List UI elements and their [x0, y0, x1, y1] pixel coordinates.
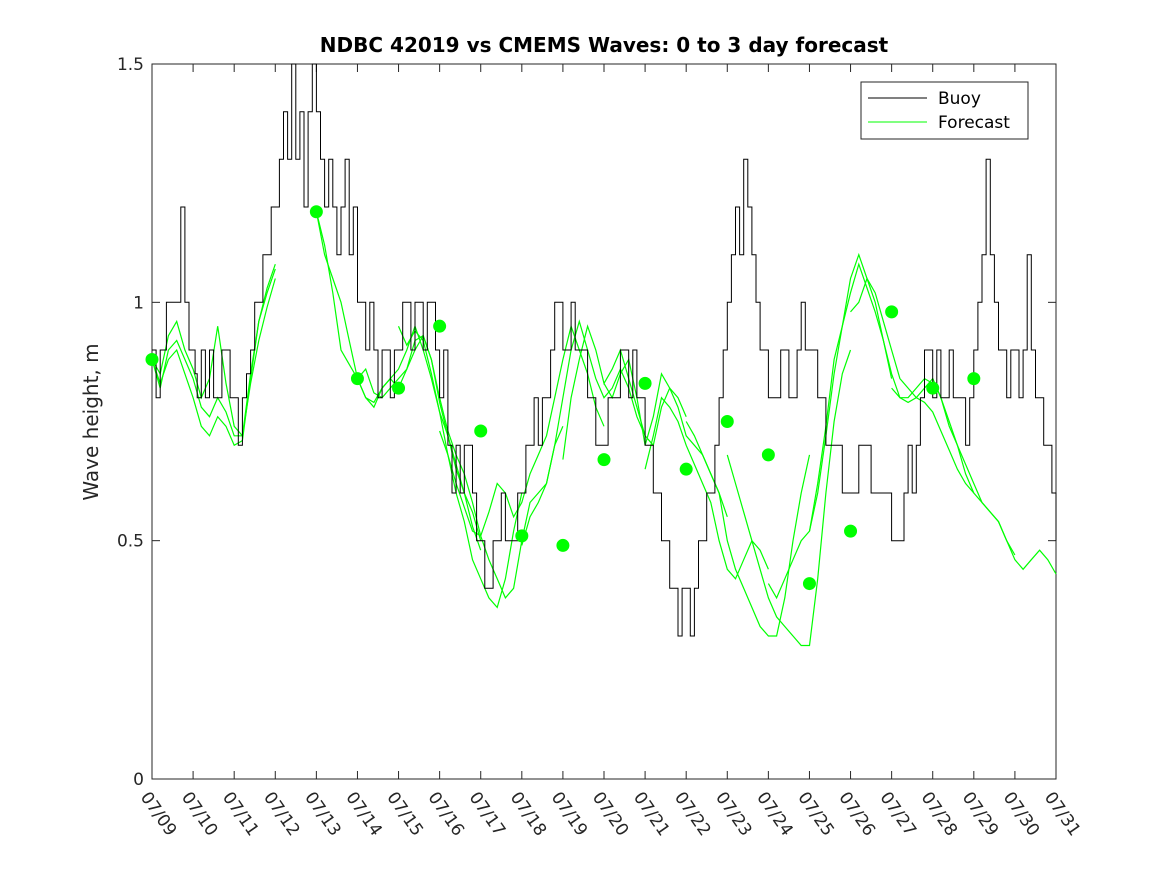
forecast-line	[439, 426, 564, 600]
legend-box	[860, 81, 1029, 140]
forecast-line	[726, 349, 852, 647]
x-tick-label: 07/22	[670, 788, 714, 840]
forecast-day0-marker	[638, 376, 652, 390]
y-axis-ticks: 0 0.5 1 1.5	[117, 55, 1056, 790]
forecast-day0-marker	[309, 205, 323, 219]
chart-title: NDBC 42019 vs CMEMS Waves: 0 to 3 day fo…	[320, 33, 889, 57]
forecast-line	[850, 277, 975, 494]
x-tick-label: 07/15	[382, 788, 426, 840]
x-tick-label: 07/28	[917, 788, 961, 840]
x-tick-label: 07/23	[711, 788, 755, 840]
y-tick-label: 1.5	[117, 55, 144, 75]
x-tick-label: 07/20	[588, 788, 632, 840]
x-tick-label: 07/19	[547, 788, 591, 840]
plot-area	[151, 63, 1057, 780]
forecast-day0-marker	[433, 319, 447, 333]
forecast-day0-marker	[145, 353, 159, 367]
x-tick-label: 07/18	[506, 788, 550, 840]
forecast-line	[932, 378, 1057, 575]
forecast-line	[767, 252, 893, 600]
forecast-day0-marker	[556, 538, 570, 552]
forecast-line	[521, 319, 646, 546]
forecast-day0-marker	[597, 453, 611, 467]
x-tick-label: 07/21	[629, 788, 673, 840]
x-tick-label: 07/31	[1040, 788, 1084, 840]
x-tick-label: 07/14	[341, 788, 385, 840]
forecast-day0-marker	[761, 448, 775, 462]
x-tick-label: 07/27	[876, 788, 920, 840]
legend-forecast-label: Forecast	[938, 113, 1010, 133]
forecast-day0-marker	[885, 305, 899, 319]
x-tick-label: 07/12	[259, 788, 303, 840]
x-tick-label: 07/13	[300, 788, 344, 840]
buoy-series	[152, 63, 1057, 637]
y-axis-label: Wave height, m	[79, 343, 103, 500]
legend: Buoy Forecast	[860, 81, 1029, 140]
x-tick-label: 07/26	[834, 788, 878, 840]
y-tick-label: 0.5	[117, 532, 144, 552]
y-tick-label: 0	[133, 770, 144, 790]
x-tick-label: 07/29	[958, 788, 1002, 840]
x-tick-label: 07/10	[177, 788, 221, 840]
y-tick-label: 1	[133, 293, 144, 313]
x-tick-label: 07/16	[424, 788, 468, 840]
forecast-day0-marker	[967, 372, 981, 386]
forecast-day0-marker	[844, 524, 858, 538]
forecast-day0-marker	[474, 424, 488, 438]
x-tick-label: 07/09	[136, 788, 180, 840]
forecast-day0-marker	[350, 372, 364, 386]
forecast-line	[315, 211, 482, 537]
x-tick-label: 07/17	[465, 788, 509, 840]
forecast-day0-marker	[802, 577, 816, 591]
x-tick-label: 07/11	[218, 788, 262, 840]
forecast-day0-markers	[145, 205, 981, 591]
forecast-series	[151, 211, 1057, 647]
forecast-day0-marker	[926, 381, 940, 395]
buoy-line	[152, 63, 1057, 637]
forecast-line	[562, 324, 687, 460]
forecast-day0-marker	[392, 381, 406, 395]
plot-frame	[151, 63, 1057, 780]
forecast-day0-marker	[679, 462, 693, 476]
forecast-line	[315, 211, 482, 551]
x-tick-label: 07/25	[793, 788, 837, 840]
forecast-day0-marker	[720, 415, 734, 428]
forecast-line	[397, 325, 523, 609]
legend-buoy-label: Buoy	[938, 89, 981, 109]
x-tick-label: 07/30	[999, 788, 1043, 840]
x-tick-label: 07/24	[752, 788, 796, 840]
forecast-day0-marker	[515, 529, 529, 543]
